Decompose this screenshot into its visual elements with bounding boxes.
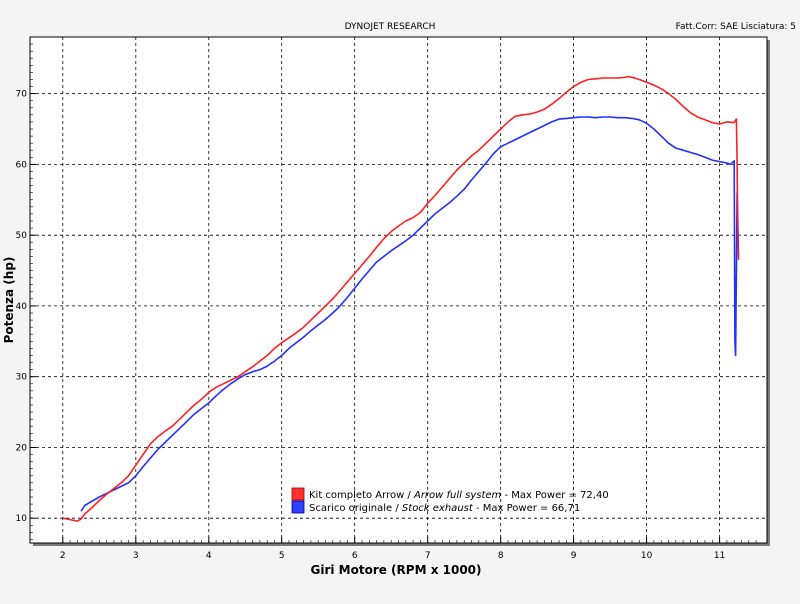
y-tick-label: 20 bbox=[16, 444, 28, 454]
y-axis-label: Potenza (hp) bbox=[2, 257, 16, 344]
y-tick-label: 40 bbox=[16, 302, 28, 312]
correction-settings: Fatt.Corr: SAE Lisciatura: 5 bbox=[676, 22, 796, 32]
x-tick-label: 6 bbox=[352, 551, 358, 561]
chart-title: DYNOJET RESEARCH bbox=[345, 22, 436, 32]
y-tick-label: 30 bbox=[16, 373, 28, 383]
plot-area bbox=[29, 36, 768, 544]
x-axis-ticks: 2 3 4 5 6 7 8 9 10 11 bbox=[60, 537, 757, 561]
legend-item-arrow: Kit completo Arrow / Arrow full system -… bbox=[291, 487, 609, 501]
legend-swatch-arrow bbox=[291, 487, 305, 501]
series-layer bbox=[62, 75, 740, 522]
legend-item-stock: Scarico originale / Stock exhaust - Max … bbox=[291, 500, 580, 514]
x-tick-label: 7 bbox=[425, 551, 431, 561]
x-tick-label: 9 bbox=[571, 551, 577, 561]
x-tick-label: 3 bbox=[133, 551, 139, 561]
series-line-arrow bbox=[62, 75, 740, 522]
legend-swatch-stock bbox=[291, 500, 305, 514]
x-tick-label: 5 bbox=[279, 551, 285, 561]
x-tick-label: 8 bbox=[498, 551, 504, 561]
x-axis-label: Giri Motore (RPM x 1000) bbox=[310, 563, 481, 577]
y-tick-label: 70 bbox=[16, 90, 28, 100]
legend: Kit completo Arrow / Arrow full system -… bbox=[291, 487, 609, 514]
x-tick-label: 4 bbox=[206, 551, 212, 561]
y-axis-ticks: 10 20 30 40 50 60 70 bbox=[16, 43, 36, 540]
x-tick-label: 11 bbox=[714, 551, 725, 561]
grid-lines bbox=[30, 37, 767, 543]
y-tick-label: 10 bbox=[16, 514, 28, 524]
x-tick-label: 2 bbox=[60, 551, 66, 561]
legend-label-arrow: Kit completo Arrow / Arrow full system -… bbox=[309, 490, 609, 501]
legend-label-stock: Scarico originale / Stock exhaust - Max … bbox=[309, 503, 580, 514]
x-tick-label: 10 bbox=[641, 551, 653, 561]
y-tick-label: 60 bbox=[16, 160, 28, 170]
y-tick-label: 50 bbox=[16, 231, 28, 241]
series-line-stock bbox=[80, 116, 740, 512]
